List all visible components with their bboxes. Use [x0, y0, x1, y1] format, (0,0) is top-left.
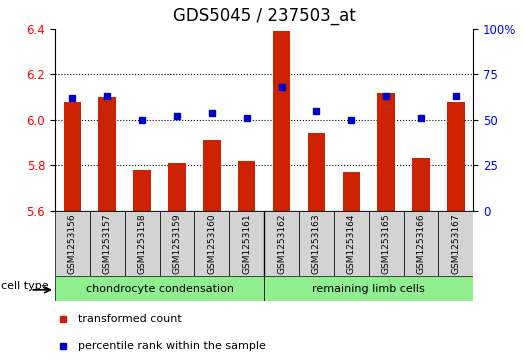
Bar [438, 211, 473, 276]
Bar [404, 211, 438, 276]
Bar [90, 211, 124, 276]
Text: GSM1253159: GSM1253159 [173, 214, 181, 274]
Bar [133, 170, 151, 211]
Bar [160, 211, 195, 276]
Bar [229, 211, 264, 276]
Text: cell type: cell type [1, 281, 49, 291]
Bar [308, 133, 325, 211]
Bar [378, 93, 395, 211]
Bar [264, 211, 299, 276]
Text: GSM1253165: GSM1253165 [382, 214, 391, 274]
Bar [55, 276, 264, 301]
Text: percentile rank within the sample: percentile rank within the sample [78, 341, 266, 351]
Bar [98, 97, 116, 211]
Bar [55, 211, 90, 276]
Text: transformed count: transformed count [78, 314, 181, 323]
Bar [447, 102, 464, 211]
Bar [412, 158, 430, 211]
Text: GSM1253164: GSM1253164 [347, 214, 356, 274]
Bar [334, 211, 369, 276]
Text: GSM1253156: GSM1253156 [68, 214, 77, 274]
Bar [369, 211, 404, 276]
Bar [273, 31, 290, 211]
Bar [64, 102, 81, 211]
Bar [238, 160, 255, 211]
Bar [203, 140, 221, 211]
Bar [195, 211, 229, 276]
Bar [124, 211, 160, 276]
Text: GSM1253163: GSM1253163 [312, 214, 321, 274]
Text: GSM1253160: GSM1253160 [207, 214, 217, 274]
Bar [299, 211, 334, 276]
Bar [264, 276, 473, 301]
Text: GSM1253166: GSM1253166 [416, 214, 426, 274]
Text: GSM1253162: GSM1253162 [277, 214, 286, 274]
Text: GSM1253167: GSM1253167 [451, 214, 460, 274]
Text: chondrocyte condensation: chondrocyte condensation [86, 284, 233, 294]
Text: GSM1253157: GSM1253157 [103, 214, 112, 274]
Bar [168, 163, 186, 211]
Text: GSM1253158: GSM1253158 [138, 214, 146, 274]
Text: remaining limb cells: remaining limb cells [312, 284, 425, 294]
Title: GDS5045 / 237503_at: GDS5045 / 237503_at [173, 7, 356, 25]
Text: GSM1253161: GSM1253161 [242, 214, 251, 274]
Bar [343, 172, 360, 211]
